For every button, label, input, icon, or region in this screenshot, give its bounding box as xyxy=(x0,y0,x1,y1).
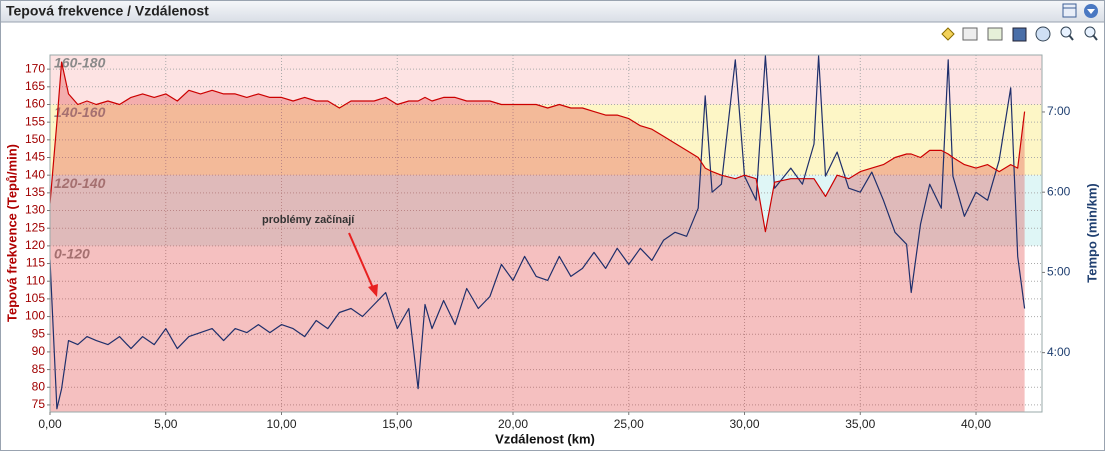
x-axis-label: Vzdálenost (km) xyxy=(495,431,595,446)
annotation: problémy začínají xyxy=(262,214,355,226)
y-tick-label: 155 xyxy=(25,114,45,128)
tool-marker[interactable] xyxy=(941,27,955,41)
zone-label: 0-120 xyxy=(54,246,90,262)
tool-zoom-out[interactable] xyxy=(1060,26,1072,38)
y-tick-label: 135 xyxy=(25,185,45,199)
y2-axis-label: Tempo (min/km) xyxy=(1084,183,1099,282)
x-tick-label: 30,00 xyxy=(730,417,760,431)
y-tick-label: 105 xyxy=(25,291,45,305)
zone-label: 160-180 xyxy=(54,55,106,71)
y-tick-label: 115 xyxy=(26,256,45,270)
x-tick-label: 35,00 xyxy=(845,417,875,431)
x-tick-label: 15,00 xyxy=(382,417,412,431)
hr-area xyxy=(50,62,1025,412)
zone-band xyxy=(50,245,1042,412)
toolbar xyxy=(941,26,1098,42)
y-tick-label: 160 xyxy=(25,97,45,111)
zone-band xyxy=(50,55,1042,105)
x-tick-label: 20,00 xyxy=(498,417,528,431)
y2-tick-label: 7:00 xyxy=(1047,104,1071,118)
y-tick-label: 150 xyxy=(25,132,45,146)
tool-save[interactable] xyxy=(1012,27,1027,42)
x-tick-label: 5,00 xyxy=(154,417,178,431)
plot-frame xyxy=(49,54,1043,413)
y-tick-label: 95 xyxy=(32,326,46,340)
zone-label: 120-140 xyxy=(54,175,106,191)
y2-tick-label: 6:00 xyxy=(1047,184,1071,198)
series-layer xyxy=(50,55,1026,412)
y2-tick-label: 5:00 xyxy=(1047,265,1071,279)
x-tick-label: 25,00 xyxy=(614,417,644,431)
y-tick-label: 120 xyxy=(25,238,45,252)
y-tick-label: 130 xyxy=(25,203,45,217)
y-tick-label: 170 xyxy=(25,61,45,75)
hr-line xyxy=(50,61,1026,233)
plot: 160-180 140-160 120-140 0-120 75 80 85 90 95 100 1… xyxy=(25,54,1071,431)
zone-label: 140-160 xyxy=(54,104,106,120)
y-tick-label: 125 xyxy=(25,220,45,234)
x-tick-label: 10,00 xyxy=(266,417,296,431)
title-buttons[interactable] xyxy=(1062,3,1098,18)
tool-zoom-out-handle xyxy=(1068,34,1074,41)
y-tick-label: 110 xyxy=(26,273,45,287)
y-tick-label: 165 xyxy=(25,79,45,93)
annotation-arrow xyxy=(348,232,374,289)
y-tick-label: 85 xyxy=(32,362,46,376)
tool-zoom-in-handle xyxy=(1092,34,1098,41)
maximize-button[interactable] xyxy=(1062,3,1077,18)
y-tick-label: 145 xyxy=(25,150,45,164)
tool-move[interactable] xyxy=(1035,26,1051,42)
annotation-arrowhead xyxy=(368,284,378,297)
y-tick-label: 100 xyxy=(25,309,45,323)
y-tick-label: 90 xyxy=(32,344,46,358)
panel-title: Tepová frekvence / Vzdálenost xyxy=(6,3,209,19)
pace-line xyxy=(50,55,1026,410)
x-tick-label: 40,00 xyxy=(961,417,991,431)
tool-table[interactable] xyxy=(962,27,978,41)
y-tick-label: 80 xyxy=(32,379,46,393)
tool-chart[interactable] xyxy=(987,27,1003,41)
y-axis-label: Tepová frekvence (Tepů/min) xyxy=(4,144,19,322)
y-tick-label: 75 xyxy=(32,397,46,411)
y2-tick-label: 4:00 xyxy=(1047,345,1071,359)
tool-zoom-in[interactable] xyxy=(1084,26,1096,38)
title-bar xyxy=(1,1,1104,22)
x-tick-label: 0,00 xyxy=(38,417,62,431)
y-tick-label: 140 xyxy=(25,167,45,181)
menu-arrow xyxy=(1087,9,1095,14)
